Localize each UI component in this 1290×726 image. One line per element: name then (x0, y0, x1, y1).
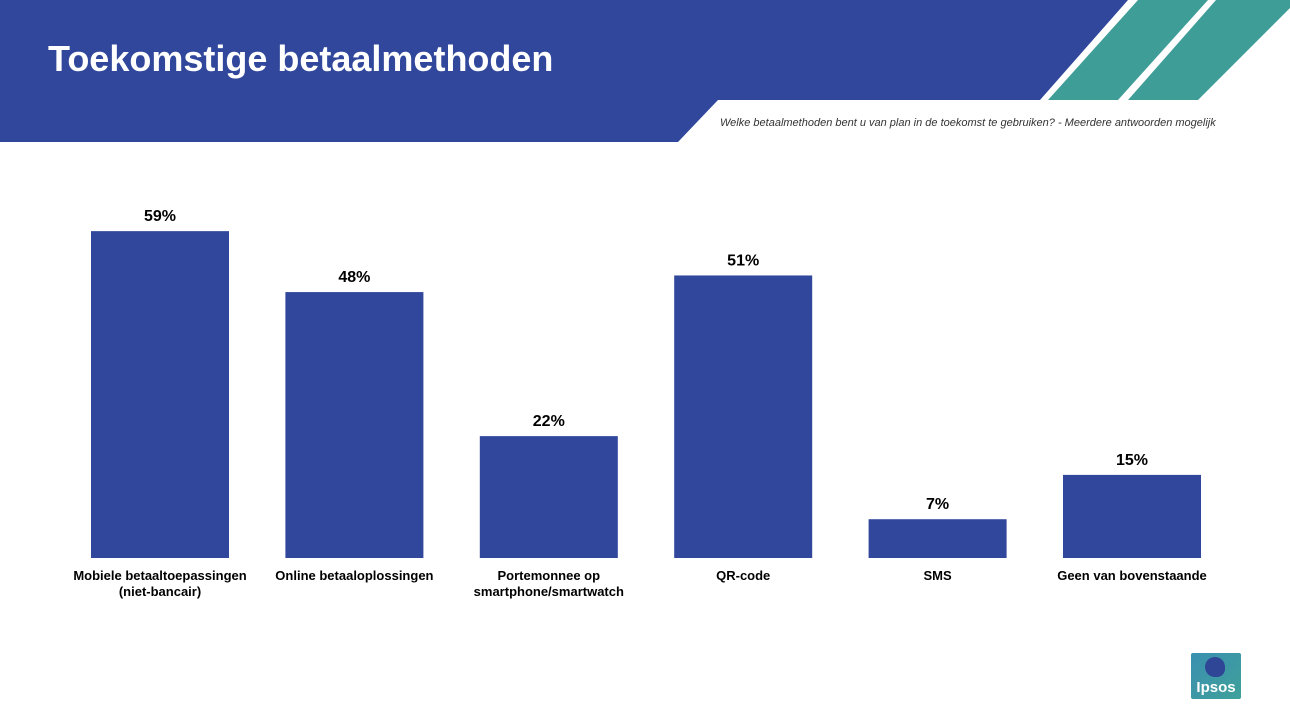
category-label-5: Geen van bovenstaande (1057, 568, 1207, 583)
category-label-2-line-1: smartphone/smartwatch (474, 584, 624, 599)
value-label-0: 59% (144, 208, 176, 225)
bar-5 (1063, 474, 1201, 558)
bar-3 (674, 275, 813, 558)
value-label-4: 7% (926, 496, 949, 513)
logo-head-icon (1205, 657, 1225, 677)
category-label-0-line-1: (niet-bancair) (119, 584, 201, 599)
category-label-2-line-0: Portemonnee op (498, 568, 601, 583)
value-label-3: 51% (727, 252, 759, 269)
category-label-3: QR-code (716, 568, 770, 583)
category-label-4-line-0: SMS (924, 568, 953, 583)
question-subtitle: Welke betaalmethoden bent u van plan in … (720, 117, 1216, 129)
category-label-1: Online betaaloplossingen (275, 568, 433, 583)
category-label-0: Mobiele betaaltoepassingen (niet-bancair) (73, 568, 246, 599)
header-stripe-2 (1128, 0, 1290, 100)
category-label-0-line-0: Mobiele betaaltoepassingen (73, 568, 246, 583)
page-title: Toekomstige betaalmethoden (48, 38, 554, 79)
category-label-5-line-0: Geen van bovenstaande (1057, 568, 1207, 583)
value-label-2: 22% (533, 413, 565, 430)
bar-2 (479, 436, 618, 558)
logo-text: Ipsos (1196, 679, 1236, 696)
bar-4 (868, 519, 1007, 558)
ipsos-logo: Ipsos (1191, 653, 1241, 699)
header-background (0, 0, 1128, 142)
value-label-5: 15% (1116, 452, 1148, 469)
category-label-4: SMS (924, 568, 953, 583)
category-label-2: Portemonnee op smartphone/smartwatch (474, 568, 624, 599)
bar-1 (285, 292, 424, 558)
category-label-1-line-0: Online betaaloplossingen (275, 568, 433, 583)
value-label-1: 48% (338, 269, 370, 286)
header-stripe-1 (1048, 0, 1208, 100)
bar-0 (91, 231, 229, 558)
category-label-3-line-0: QR-code (716, 568, 770, 583)
header-banner (0, 0, 1290, 142)
